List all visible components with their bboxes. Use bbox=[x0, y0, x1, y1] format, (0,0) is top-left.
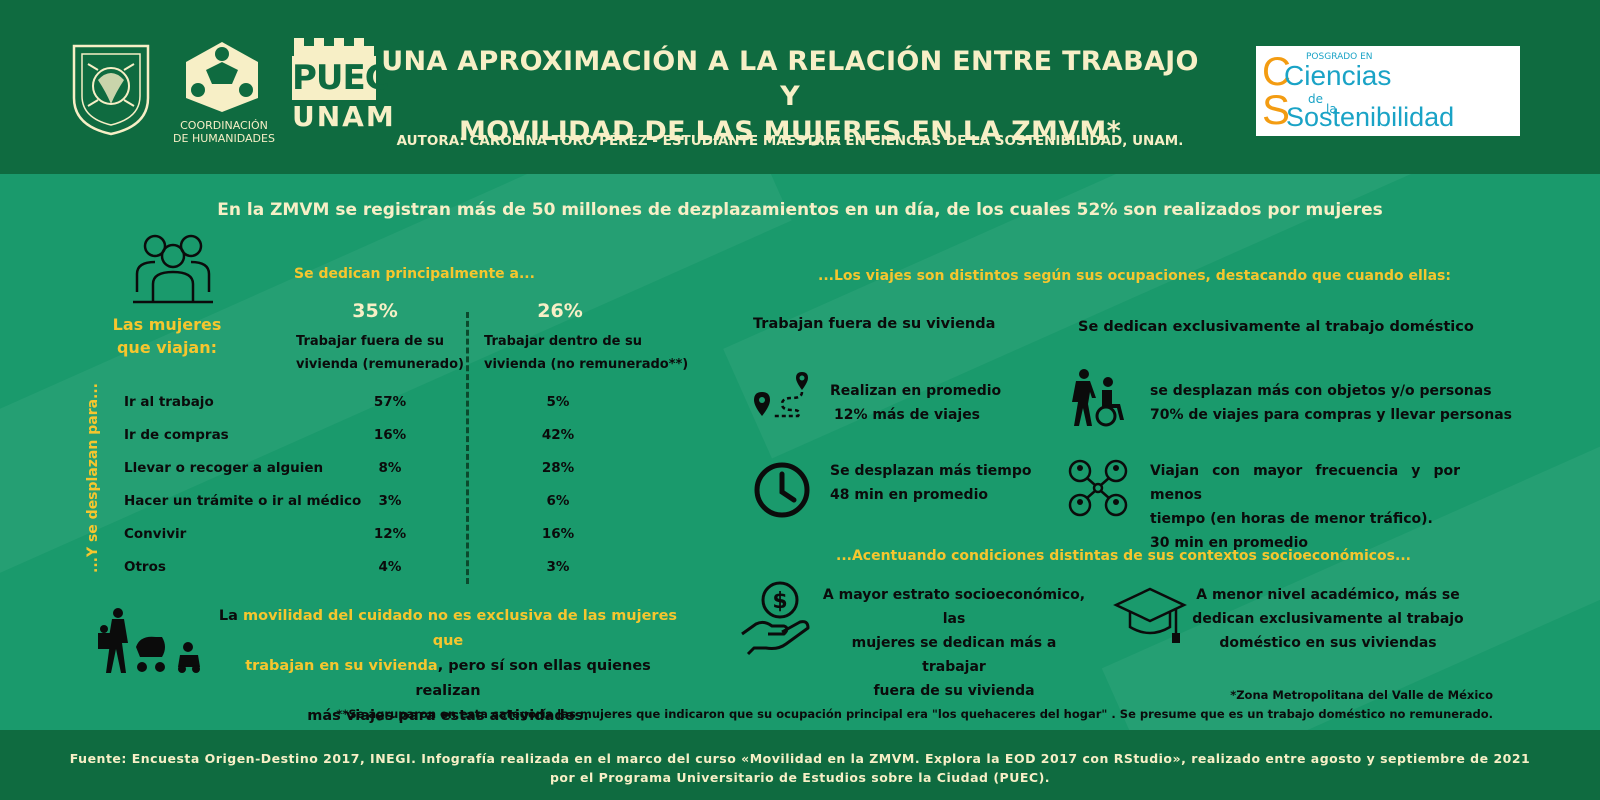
s1-text: A mayor estrato socioeconómico, las bbox=[822, 587, 1086, 627]
money-hand-icon: $ bbox=[741, 581, 810, 656]
col2-percent: 26% bbox=[537, 300, 583, 322]
puec-logo-text: PUEC bbox=[292, 58, 390, 98]
b2-text: tiempo (en horas de menor tráfico). bbox=[1150, 511, 1433, 527]
footer-source: por el Programa Universitario de Estudio… bbox=[549, 770, 1051, 785]
a2-text: 48 min en promedio bbox=[830, 487, 988, 503]
table-row: Hacer un trámite o ir al médico 3% 6% bbox=[124, 493, 594, 513]
title-line: UNA APROXIMACIÓN A LA RELACIÓN ENTRE TRA… bbox=[381, 46, 1199, 112]
note-domestic: **Se agruparon en esta categoría las muj… bbox=[336, 707, 1493, 721]
col-b-title: Se dedican exclusivamente al trabajo dom… bbox=[1078, 319, 1474, 335]
mother-stroller-icon bbox=[98, 608, 200, 673]
col-a-title: Trabajan fuera de su vivienda bbox=[753, 316, 996, 332]
row-label: Llevar o recoger a alguien bbox=[124, 460, 324, 476]
unam-seal-icon bbox=[72, 44, 150, 136]
row-value-outside: 16% bbox=[373, 427, 407, 443]
col2-label: Trabajar dentro de su bbox=[484, 334, 642, 349]
posgrado-sostenibilidad: Sostenibilidad bbox=[1286, 102, 1455, 132]
row-label: Otros bbox=[124, 559, 166, 575]
graduation-cap-icon bbox=[1113, 587, 1187, 643]
row-value-inside: 28% bbox=[541, 460, 575, 476]
row-label: Ir de compras bbox=[124, 427, 229, 443]
col1-label: Trabajar fuera de su bbox=[296, 334, 444, 349]
footer-band bbox=[0, 730, 1600, 800]
row-value-inside: 42% bbox=[541, 427, 575, 443]
s2-text: dedican exclusivamente al trabajo bbox=[1192, 611, 1464, 627]
row-value-inside: 5% bbox=[546, 394, 570, 410]
row-value-inside: 16% bbox=[541, 526, 575, 542]
col1-label: vivienda (remunerado) bbox=[296, 357, 464, 372]
row-value-outside: 12% bbox=[373, 526, 407, 542]
row-value-inside: 6% bbox=[546, 493, 570, 509]
s2-text: doméstico en sus viviendas bbox=[1219, 635, 1437, 651]
col2-label: vivienda (no remunerado**) bbox=[484, 357, 689, 372]
posgrado-de: de bbox=[1308, 92, 1323, 106]
a1-text: Realizan en promedio bbox=[830, 383, 1002, 399]
care-text: , pero sí son ellas quienes realizan bbox=[415, 658, 651, 699]
svg-text:$: $ bbox=[772, 589, 787, 614]
posgrado-la: la bbox=[1326, 102, 1337, 116]
table-row: Otros 4% 3% bbox=[124, 559, 594, 579]
note-zmvm: *Zona Metropolitana del Valle de México bbox=[1230, 688, 1493, 702]
table-row: Ir de compras 16% 42% bbox=[124, 427, 594, 447]
posgrado-c: C bbox=[1262, 50, 1291, 94]
left-heading: Se dedican principalmente a... bbox=[294, 266, 535, 282]
row-value-outside: 8% bbox=[378, 460, 402, 476]
b2-text: 30 min en promedio bbox=[1150, 535, 1308, 551]
b1-text: 70% de viajes para compras y llevar pers… bbox=[1150, 407, 1512, 423]
s1-text: fuera de su vivienda bbox=[873, 683, 1035, 699]
puec-unam-text: UNAM bbox=[292, 100, 396, 133]
author-line: AUTORA: CAROLINA TORO PÉREZ - ESTUDIANTE… bbox=[396, 133, 1184, 149]
footer-source: Fuente: Encuesta Origen-Destino 2017, IN… bbox=[69, 751, 1531, 766]
row-label: Ir al trabajo bbox=[124, 394, 214, 410]
women-group-icon bbox=[133, 234, 213, 304]
table-row: Llevar o recoger a alguien 8% 28% bbox=[124, 460, 594, 480]
humanidades-label: DE HUMANIDADES bbox=[173, 132, 275, 145]
care-text-highlight: trabajan en su vivienda bbox=[245, 658, 438, 674]
care-text: La bbox=[218, 608, 243, 624]
row-label: Hacer un trámite o ir al médico bbox=[124, 493, 362, 509]
b1-text: se desplazan más con objetos y/o persona… bbox=[1150, 383, 1492, 399]
humanidades-label: COORDINACIÓN bbox=[180, 119, 268, 132]
s1-text: mujeres se dedican más a trabajar bbox=[851, 635, 1057, 675]
vertical-label: ...Y se desplazan para... bbox=[85, 383, 101, 573]
lead-statement: En la ZMVM se registran más de 50 millon… bbox=[217, 200, 1383, 220]
row-label: Convivir bbox=[124, 526, 187, 542]
posgrado-logo: POSGRADO EN C Ciencias de la S Sostenibi… bbox=[1256, 46, 1520, 136]
title-line: MOVILIDAD DE LAS MUJERES EN LA ZMVM* bbox=[458, 116, 1122, 147]
b2-text: Viajan con mayor frecuencia y por menos bbox=[1150, 463, 1460, 503]
caregiver-wheelchair-icon bbox=[1072, 369, 1124, 427]
puec-block: PUEC bbox=[292, 56, 390, 100]
a1-text: 12% más de viajes bbox=[834, 407, 981, 423]
row-value-inside: 3% bbox=[546, 559, 570, 575]
row-value-outside: 4% bbox=[378, 559, 402, 575]
column-divider bbox=[466, 312, 469, 584]
row-value-outside: 3% bbox=[378, 493, 402, 509]
posgrado-ciencias: Ciencias bbox=[1284, 60, 1392, 91]
women-label: que viajan: bbox=[116, 338, 218, 357]
s2-text: A menor nivel académico, más se bbox=[1196, 587, 1460, 603]
col1-percent: 35% bbox=[352, 300, 398, 322]
network-people-icon bbox=[1068, 459, 1128, 517]
route-pin-icon bbox=[754, 372, 808, 418]
page-title: UNA APROXIMACIÓN A LA RELACIÓN ENTRE TRA… bbox=[380, 44, 1200, 149]
posgrado-small: POSGRADO EN bbox=[1306, 52, 1373, 62]
posgrado-s: S bbox=[1262, 86, 1291, 133]
clock-icon bbox=[754, 462, 810, 518]
table-row: Ir al trabajo 57% 5% bbox=[124, 394, 594, 414]
table-row: Convivir 12% 16% bbox=[124, 526, 594, 546]
socio-heading: ...Acentuando condiciones distintas de s… bbox=[836, 548, 1411, 564]
care-text-highlight: movilidad del cuidado no es exclusiva de… bbox=[243, 608, 678, 649]
women-label: Las mujeres bbox=[112, 315, 222, 334]
row-value-outside: 57% bbox=[373, 394, 407, 410]
right-heading: ...Los viajes son distintos según sus oc… bbox=[818, 268, 1451, 284]
humanidades-logo-icon bbox=[186, 42, 258, 112]
care-text: más viajes para estas actividades. bbox=[307, 708, 589, 724]
a2-text: Se desplazan más tiempo bbox=[830, 463, 1032, 479]
